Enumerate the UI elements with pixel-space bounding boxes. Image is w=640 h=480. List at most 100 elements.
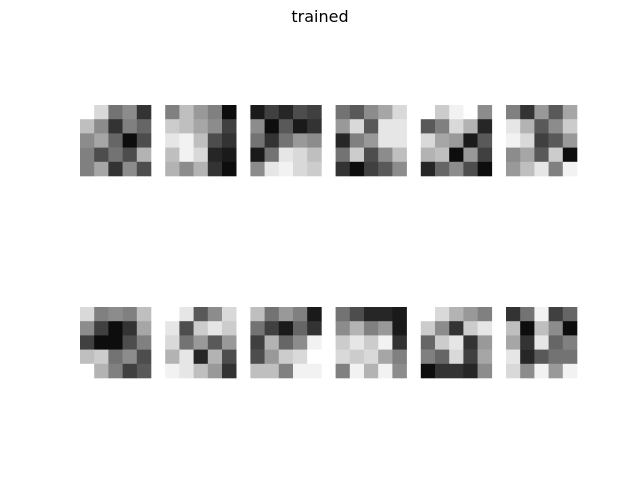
filter-cell	[349, 307, 365, 322]
filter-cell	[349, 321, 365, 336]
filter-cell	[80, 335, 95, 350]
filter-cell	[222, 133, 237, 148]
filter-cell	[264, 105, 280, 120]
filter-cell	[94, 105, 109, 120]
filter-12	[506, 307, 578, 379]
filter-cell	[179, 307, 194, 322]
filter-cell	[420, 307, 436, 322]
filter-cell	[278, 161, 294, 177]
filter-cell	[193, 349, 209, 365]
filter-cell	[80, 307, 95, 322]
filter-cell	[463, 119, 478, 134]
filter-cell	[278, 119, 294, 134]
filter-cell	[165, 147, 180, 163]
filter-cell	[520, 363, 535, 379]
filter-cell	[264, 307, 280, 322]
filter-1	[80, 105, 152, 177]
filter-cell	[293, 119, 308, 134]
filter-cell	[250, 321, 265, 336]
filter-cell	[477, 133, 493, 148]
filter-cell	[562, 335, 578, 350]
filter-cell	[250, 335, 265, 350]
filter-cell	[193, 307, 209, 322]
filter-cell	[94, 349, 109, 365]
filter-cell	[136, 363, 152, 379]
filter-cell	[449, 363, 464, 379]
filter-cell	[207, 105, 223, 120]
filter-cell	[435, 105, 450, 120]
filter-cell	[520, 349, 535, 365]
filter-cell	[506, 133, 521, 148]
filter-cell	[435, 133, 450, 148]
filter-cell	[193, 321, 209, 336]
filter-cell	[562, 161, 578, 177]
filter-cell	[463, 307, 478, 322]
filter-cell	[293, 105, 308, 120]
filter-cell	[520, 147, 535, 163]
filter-cell	[307, 161, 322, 177]
filter-cell	[435, 147, 450, 163]
filter-6	[506, 105, 578, 177]
filter-cell	[420, 119, 436, 134]
filter-cell	[449, 307, 464, 322]
filter-cell	[207, 161, 223, 177]
filter-cell	[534, 161, 549, 177]
filter-cell	[165, 307, 180, 322]
filter-cell	[108, 349, 123, 365]
filter-cell	[278, 349, 294, 365]
filter-cell	[435, 349, 450, 365]
filter-cell	[562, 363, 578, 379]
filter-cell	[477, 335, 493, 350]
filter-cell	[293, 133, 308, 148]
filter-cell	[278, 147, 294, 163]
filter-cell	[534, 119, 549, 134]
filter-cell	[534, 147, 549, 163]
filter-cell	[449, 105, 464, 120]
filter-cell	[264, 147, 280, 163]
filter-cell	[534, 321, 549, 336]
filter-cell	[378, 147, 393, 163]
filter-cell	[264, 335, 280, 350]
filter-cell	[293, 307, 308, 322]
filter-cell	[122, 321, 138, 336]
filter-cell	[506, 307, 521, 322]
filter-cell	[307, 321, 322, 336]
filter-cell	[293, 363, 308, 379]
filter-cell	[207, 119, 223, 134]
filter-cell	[250, 147, 265, 163]
filter-cell	[222, 363, 237, 379]
filter-cell	[534, 105, 549, 120]
filter-cell	[179, 133, 194, 148]
filter-cell	[250, 105, 265, 120]
filter-cell	[207, 363, 223, 379]
filter-cell	[222, 321, 237, 336]
filter-cell	[250, 119, 265, 134]
filter-cell	[122, 105, 138, 120]
filter-cell	[94, 335, 109, 350]
filter-cell	[349, 335, 365, 350]
filter-cell	[179, 349, 194, 365]
filter-cell	[562, 349, 578, 365]
filter-cell	[165, 161, 180, 177]
filter-cell	[193, 105, 209, 120]
filter-10	[335, 307, 407, 379]
filter-cell	[463, 363, 478, 379]
filter-cell	[548, 105, 564, 120]
filter-cell	[548, 133, 564, 148]
filter-cell	[136, 105, 152, 120]
filter-cell	[420, 363, 436, 379]
filter-cell	[207, 307, 223, 322]
filter-cell	[548, 363, 564, 379]
filter-cell	[435, 307, 450, 322]
filter-cell	[250, 307, 265, 322]
filter-cell	[207, 147, 223, 163]
filter-cell	[278, 335, 294, 350]
filter-cell	[122, 119, 138, 134]
filter-cell	[364, 161, 379, 177]
filter-cell	[307, 105, 322, 120]
filter-cell	[378, 119, 393, 134]
filter-cell	[420, 147, 436, 163]
filter-cell	[264, 161, 280, 177]
filter-cell	[378, 307, 393, 322]
filter-cell	[420, 161, 436, 177]
